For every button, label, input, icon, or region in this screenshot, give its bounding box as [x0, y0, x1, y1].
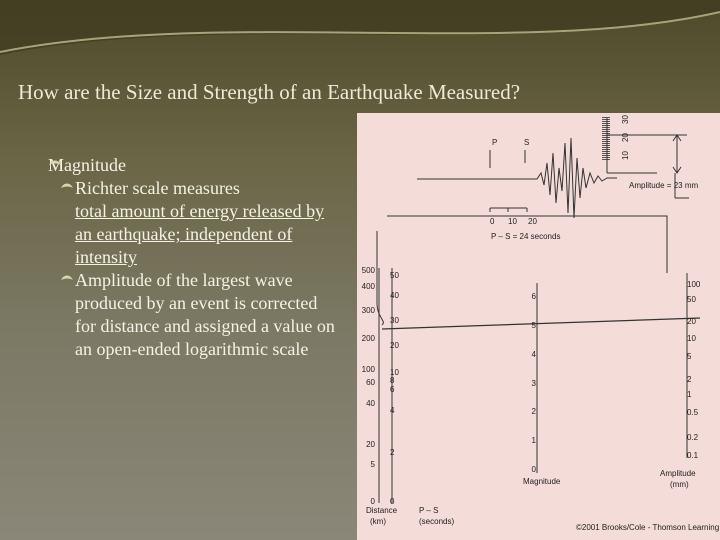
ps-tick: 50	[390, 271, 399, 280]
distance-tick: 40	[366, 399, 375, 408]
axis-title: Magnitude	[523, 477, 561, 486]
axis-title: Distance	[366, 506, 398, 515]
amplitude-tick: 0.5	[687, 408, 699, 417]
amplitude-tick: 100	[687, 280, 701, 289]
axis-title: Amplitude	[660, 469, 696, 478]
ps-tick: 0	[390, 497, 395, 506]
ps-tick: 6	[390, 385, 395, 394]
slide-title: How are the Size and Strength of an Eart…	[18, 80, 521, 104]
distance-tick: 60	[366, 378, 375, 387]
sub-bullet-text: Amplitude of the largest wave produced b…	[75, 270, 335, 359]
ps-tick: 40	[390, 291, 399, 300]
bullet-list: Magnitude Richter scale measures total am…	[30, 154, 340, 361]
magnitude-tick: 3	[532, 379, 537, 388]
axis-title: (mm)	[670, 480, 689, 489]
wave-label: S	[524, 138, 529, 147]
ruler-tick: 10	[621, 151, 630, 160]
sub-bullet: Richter scale measures total amount of en…	[30, 177, 340, 269]
magnitude-tick: 1	[532, 436, 537, 445]
ps-tick: 20	[390, 341, 399, 350]
axis-title: (km)	[370, 517, 386, 526]
bullet: Magnitude	[30, 154, 340, 177]
distance-tick: 5	[371, 460, 376, 469]
amplitude-tick: 2	[687, 375, 692, 384]
ps-tick: 30	[390, 316, 399, 325]
ps-tick: 8	[390, 376, 395, 385]
bullet-text: Magnitude	[48, 155, 126, 175]
distance-tick: 300	[362, 306, 376, 315]
ps-tick: 2	[390, 448, 395, 457]
magnitude-tick: 2	[532, 407, 537, 416]
distance-tick: 500	[362, 266, 376, 275]
magnitude-tick: 6	[532, 292, 537, 301]
distance-tick: 0	[371, 497, 376, 506]
magnitude-tick: 4	[532, 350, 537, 359]
axis-title: (seconds)	[419, 517, 454, 526]
ps-tick: 10	[390, 368, 399, 377]
ruler-tick: 20	[621, 133, 630, 142]
credit: ©2001 Brooks/Cole - Thomson Learning	[576, 523, 719, 532]
time-tick: 10	[508, 217, 517, 226]
amplitude-tick: 0.1	[687, 451, 699, 460]
axis-title: P – S	[419, 506, 438, 515]
amplitude-tick: 5	[687, 352, 692, 361]
sub-bullet-text: Richter scale measures	[75, 178, 240, 198]
time-tick: 20	[528, 217, 537, 226]
underlined-text: total amount of energy released by an ea…	[75, 201, 325, 267]
distance-tick: 400	[362, 282, 376, 291]
time-tick: 0	[490, 217, 495, 226]
amplitude-tick: 1	[687, 390, 692, 399]
amplitude-tick: 0.2	[687, 433, 699, 442]
sub-bullet: Amplitude of the largest wave produced b…	[30, 269, 340, 361]
magnitude-tick: 0	[532, 465, 537, 474]
ps-note: P – S = 24 seconds	[491, 232, 560, 241]
amplitude-tick: 20	[687, 317, 696, 326]
amplitude-tick: 50	[687, 295, 696, 304]
ps-tick: 4	[390, 406, 395, 415]
amplitude-tick: 10	[687, 334, 696, 343]
magnitude-tick: 5	[532, 321, 537, 330]
decor	[0, 0, 720, 55]
distance-tick: 20	[366, 440, 375, 449]
amplitude-note: Amplitude = 23 mm	[629, 181, 698, 190]
distance-tick: 100	[362, 365, 376, 374]
wave-label: P	[492, 138, 497, 147]
distance-tick: 200	[362, 334, 376, 343]
ruler-tick: 30	[621, 115, 630, 124]
